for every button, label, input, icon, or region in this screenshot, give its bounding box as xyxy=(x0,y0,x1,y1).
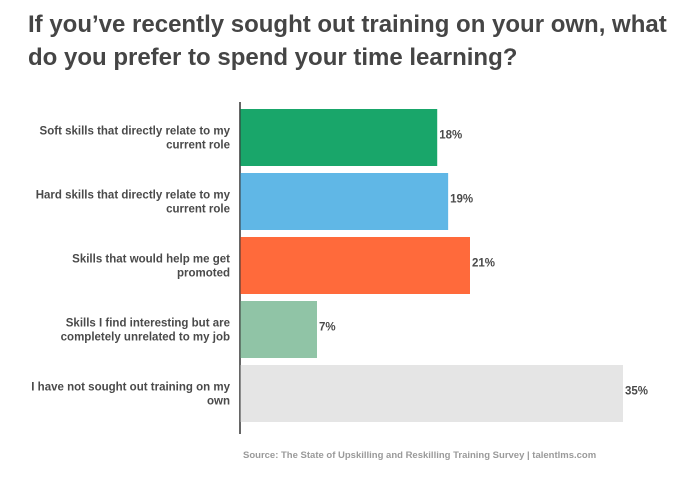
category-label-1: Soft skills that directly relate to my cu… xyxy=(40,126,231,152)
bar-3 xyxy=(240,237,470,294)
bar-5 xyxy=(240,365,623,422)
value-label-1: 18% xyxy=(439,130,462,142)
category-label-3: Skills that would help me get promoted xyxy=(72,254,230,280)
chart-title: If you’ve recently sought out training o… xyxy=(28,11,667,71)
category-label-4: Skills I find interesting but are complet… xyxy=(61,318,230,344)
bar-2 xyxy=(240,173,449,230)
category-label-5: I have not sought out training on my own xyxy=(31,382,230,408)
bar-4 xyxy=(240,301,317,358)
source-note: Source: The State of Upskilling and Resk… xyxy=(243,450,597,461)
category-label-2: Hard skills that directly relate to my cu… xyxy=(36,190,231,216)
value-label-2: 19% xyxy=(450,194,473,206)
value-label-5: 35% xyxy=(625,386,648,398)
value-label-3: 21% xyxy=(472,258,495,270)
value-label-4: 7% xyxy=(319,322,336,334)
bar-1 xyxy=(240,109,438,166)
